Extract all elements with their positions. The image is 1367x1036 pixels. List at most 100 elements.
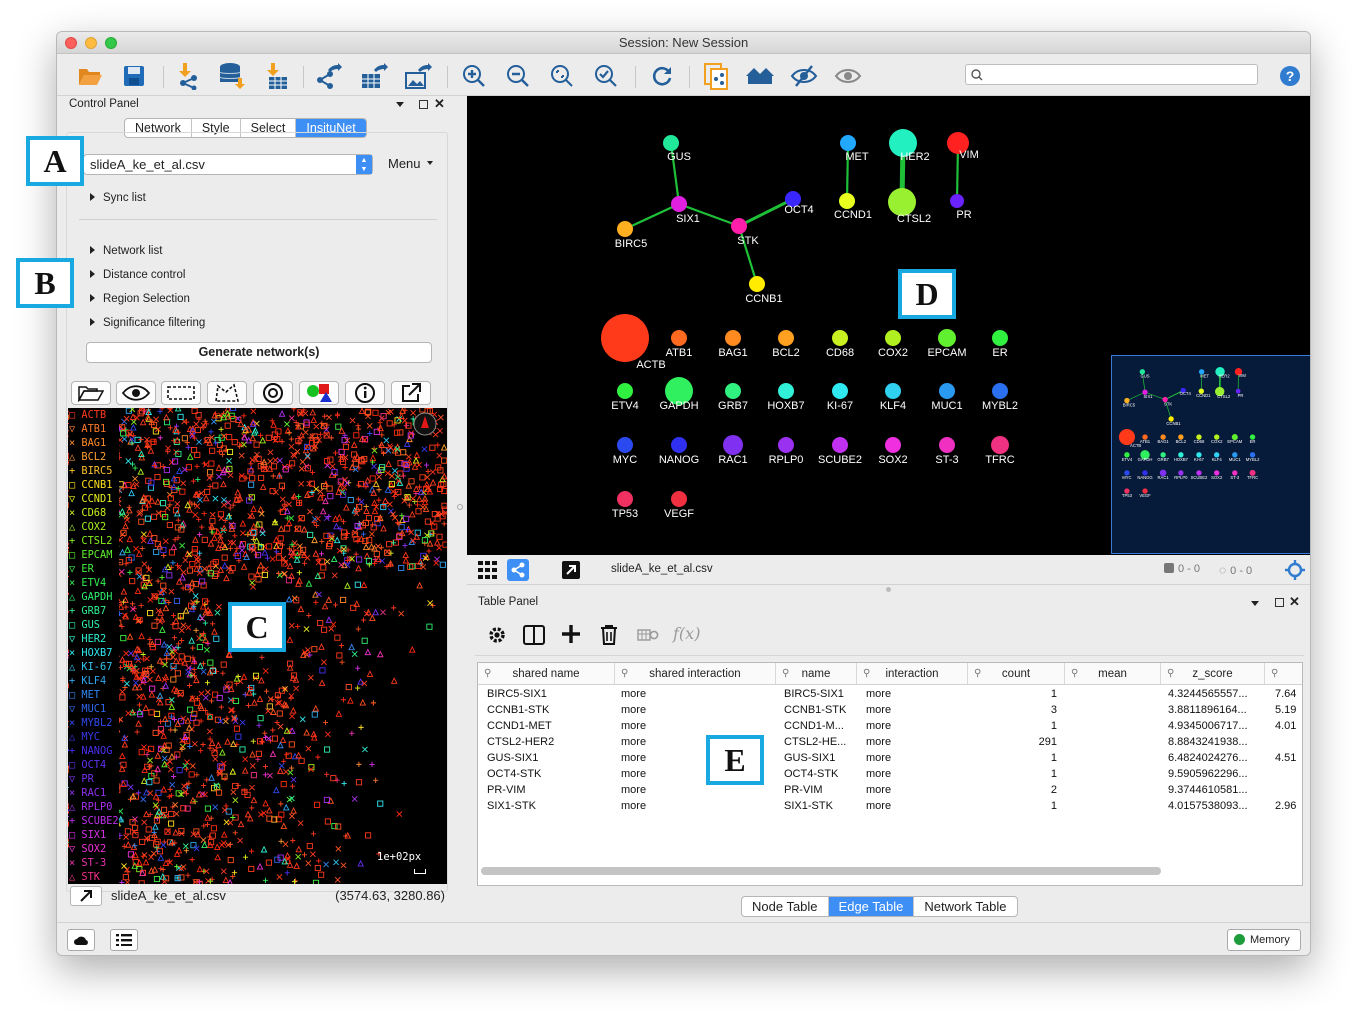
overview-node-ki-67[interactable] (1196, 452, 1202, 458)
node-mybl2[interactable] (992, 383, 1008, 399)
network-view-button[interactable] (507, 559, 529, 581)
overview-node-gus[interactable] (1139, 369, 1146, 375)
node-grb7[interactable] (725, 383, 741, 399)
column-header[interactable]: ⚲ shared interaction (615, 663, 776, 685)
column-header[interactable]: ⚲ (1265, 663, 1302, 685)
edge-gus-six1[interactable] (669, 142, 681, 205)
table-row[interactable]: PR-VIM more PR-VIM more 2 9.3744610581... (478, 782, 1302, 798)
node-scube2[interactable] (832, 437, 848, 453)
node-atb1[interactable] (671, 330, 687, 346)
zoom-selected-button[interactable] (591, 61, 621, 91)
node-her2[interactable] (889, 129, 917, 157)
overview-node-sox2[interactable] (1214, 470, 1220, 476)
table-settings-button[interactable] (487, 625, 507, 648)
table-row[interactable]: GUS-SIX1 more GUS-SIX1 more 1 6.4824024276...… (478, 750, 1302, 766)
node-myc[interactable] (617, 437, 633, 453)
rectangle-select-button[interactable] (161, 381, 201, 405)
show-all-button[interactable] (833, 61, 863, 91)
map-popout-button[interactable] (70, 886, 102, 906)
node-met[interactable] (840, 135, 856, 151)
tab-select[interactable]: Select (241, 119, 297, 137)
column-header[interactable]: ⚲ z_score (1161, 663, 1265, 685)
column-header[interactable]: ⚲ shared name (478, 663, 615, 685)
tab-edge-table[interactable]: Edge Table (828, 897, 915, 916)
overview-node-oct4[interactable] (1180, 387, 1186, 394)
splitter-handle[interactable] (457, 504, 463, 510)
overview-node-hoxb7[interactable] (1178, 452, 1184, 458)
node-vegf[interactable] (671, 491, 687, 507)
table-row[interactable]: CTSL2-HER2 more CTSL2-HE... more 291 8.884324… (478, 734, 1302, 750)
overview-node-ccnd1[interactable] (1198, 388, 1204, 394)
overview-edge-gus-six1[interactable] (1141, 371, 1146, 393)
node-gapdh[interactable] (665, 377, 693, 405)
node-birc5[interactable] (617, 221, 633, 237)
overview-node-tfrc[interactable] (1249, 469, 1256, 476)
overview-node-bag1[interactable] (1160, 434, 1166, 440)
overview-node-six1[interactable] (1142, 389, 1148, 395)
close-panel-icon[interactable]: ✕ (1289, 594, 1300, 609)
node-oct4[interactable] (785, 191, 801, 207)
import-network-button[interactable] (173, 61, 203, 91)
file-select[interactable]: slideA_ke_et_al.csv ▲ ▼ (83, 154, 373, 175)
node-ccnb1[interactable] (749, 276, 765, 292)
overview-edge-stk-ccnb1[interactable] (1164, 399, 1172, 420)
float-panel-icon[interactable] (1275, 598, 1284, 607)
overview-node-ccnb1[interactable] (1168, 416, 1174, 422)
tree-distance-control[interactable]: Distance control (90, 269, 185, 281)
node-cd68[interactable] (832, 330, 848, 346)
node-sox2[interactable] (885, 437, 901, 453)
edge-six1-stk[interactable] (678, 202, 740, 228)
overview-node-birc5[interactable] (1124, 397, 1130, 404)
column-header[interactable]: ⚲ count (968, 663, 1065, 685)
table-row[interactable]: OCT4-STK more OCT4-STK more 1 9.5905962296... (478, 766, 1302, 782)
new-network-from-selection-button[interactable] (701, 61, 731, 91)
zoom-in-button[interactable] (459, 61, 489, 91)
overview-node-etv4[interactable] (1124, 452, 1130, 458)
overview-node-scube2[interactable] (1196, 470, 1202, 476)
overview-node-met[interactable] (1198, 369, 1205, 375)
generate-networks-button[interactable]: Generate network(s) (86, 342, 432, 363)
help-button[interactable]: ? (1275, 61, 1305, 91)
panel-menu-icon[interactable] (396, 102, 404, 107)
overview-node-grb7[interactable] (1160, 452, 1166, 458)
search-input[interactable] (965, 64, 1258, 85)
node-ki-67[interactable] (832, 383, 848, 399)
overview-node-myc[interactable] (1124, 470, 1130, 476)
spatial-map[interactable]: □ ACTB ▽ ATB1 × BAG1 △ BCL2 + BIRC5 □ CCNB1 ▽ … (68, 408, 447, 884)
node-vim[interactable] (947, 132, 969, 154)
node-etv4[interactable] (617, 383, 633, 399)
edge-stk-oct4[interactable] (738, 197, 794, 228)
overview-node-rplp0[interactable] (1178, 470, 1184, 476)
horizontal-scrollbar[interactable] (481, 867, 1161, 875)
minimize-window-button[interactable] (85, 37, 97, 49)
table-row[interactable]: CCND1-MET more CCND1-M... more 1 4.9345006717… (478, 718, 1302, 734)
node-muc1[interactable] (939, 383, 955, 399)
node-nanog[interactable] (671, 437, 687, 453)
save-session-button[interactable] (119, 61, 149, 91)
overview-node-pr[interactable] (1235, 388, 1241, 394)
overview-node-her2[interactable] (1215, 367, 1225, 377)
node-rplp0[interactable] (778, 437, 794, 453)
edge-six1-birc5[interactable] (624, 203, 680, 230)
node-bag1[interactable] (725, 330, 741, 346)
overview-node-klf4[interactable] (1214, 452, 1220, 458)
node-pr[interactable] (950, 194, 964, 208)
overview-node-rac1[interactable] (1159, 469, 1167, 477)
network-view[interactable]: GUS SIX1 BIRC5 STK OCT4 CCNB1 MET CCND1 HER2 CTSL… (467, 96, 1310, 555)
hide-selected-button[interactable] (789, 61, 819, 91)
node-ccnd1[interactable] (839, 193, 855, 209)
node-tp53[interactable] (617, 491, 633, 507)
column-header[interactable]: ⚲ interaction (857, 663, 968, 685)
tree-significance-filtering[interactable]: Significance filtering (90, 317, 205, 329)
overview-node-gapdh[interactable] (1140, 450, 1150, 460)
panel-menu-icon[interactable] (1251, 601, 1259, 606)
edge-met-ccnd1[interactable] (845, 142, 850, 202)
network-overview[interactable]: GUS SIX1 BIRC5 STK OCT4 CCNB1 MET CCND1 HER2 CTSL… (1111, 355, 1310, 554)
overview-edge-stk-oct4[interactable] (1164, 390, 1184, 400)
node-gus[interactable] (663, 135, 679, 151)
overview-node-mybl2[interactable] (1249, 452, 1256, 458)
export-table-button[interactable] (359, 61, 389, 91)
overview-node-vegf[interactable] (1142, 488, 1148, 494)
import-database-button[interactable] (217, 61, 247, 91)
node-tfrc[interactable] (991, 436, 1009, 454)
